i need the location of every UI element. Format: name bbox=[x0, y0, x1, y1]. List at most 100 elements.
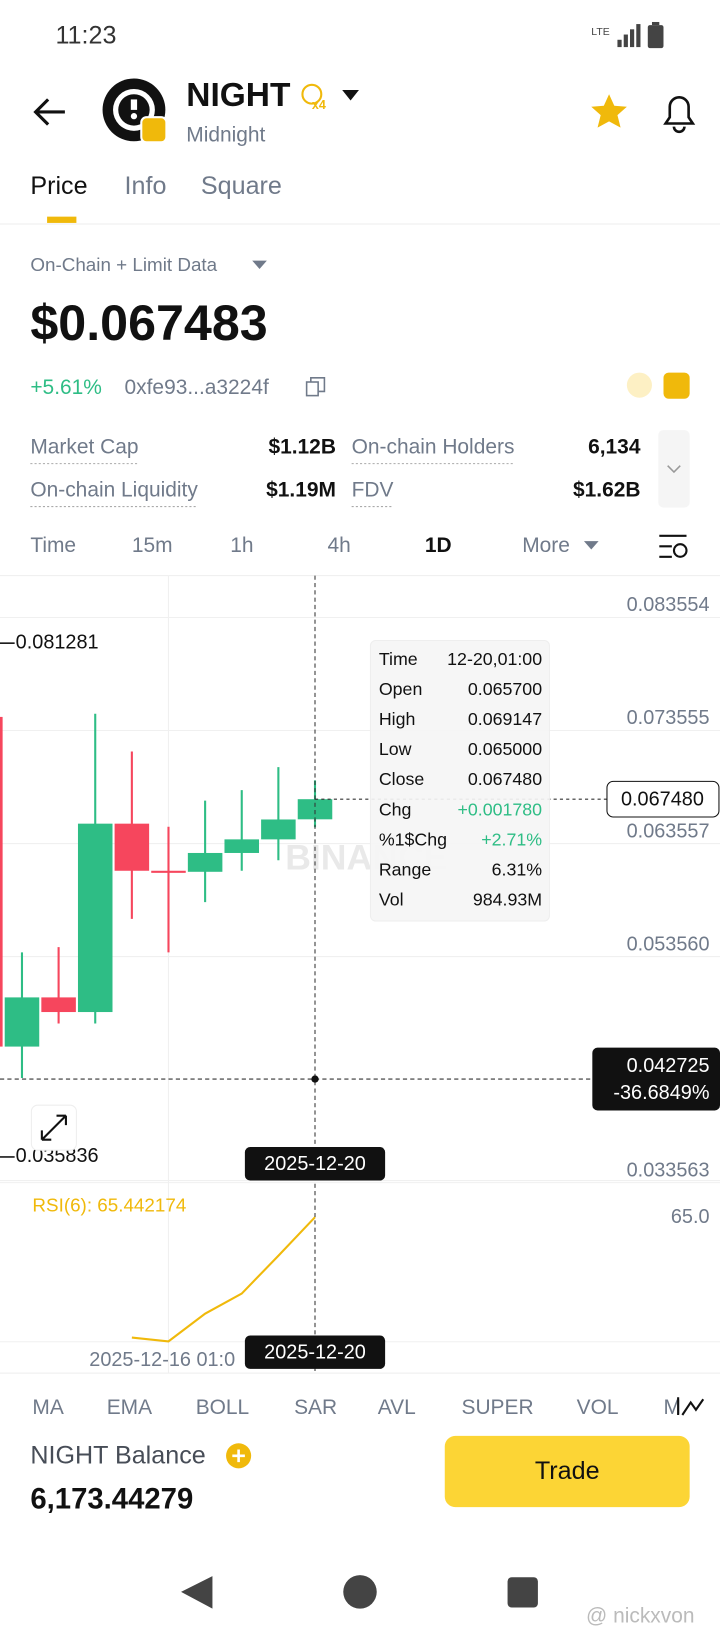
candle-body bbox=[224, 839, 260, 853]
clock: 11:23 bbox=[55, 21, 116, 49]
status-icons: LTE bbox=[591, 21, 664, 49]
tooltip-label: Time bbox=[379, 649, 418, 669]
rsi-line bbox=[131, 1216, 316, 1343]
candle-body bbox=[77, 823, 113, 1013]
stat-value: 6,134 bbox=[588, 435, 641, 458]
watermark: @ nickxvon bbox=[586, 1605, 694, 1628]
interval[interactable]: More bbox=[522, 534, 570, 557]
badge-icon bbox=[301, 83, 323, 105]
source-dropdown[interactable] bbox=[252, 260, 267, 269]
interval-bar: Time 15m 1h 4h 1D More bbox=[30, 534, 570, 557]
indicator[interactable]: SAR bbox=[294, 1396, 337, 1419]
tab[interactable]: Info bbox=[125, 172, 167, 200]
nav-back[interactable] bbox=[181, 1576, 213, 1609]
stats: Market Cap $1.12B On-chain Holders 6,134 On-… bbox=[30, 435, 641, 508]
tooltip-label: Close bbox=[379, 769, 425, 789]
trade-button[interactable] bbox=[444, 1435, 690, 1508]
tab[interactable]: Square bbox=[201, 172, 282, 200]
tooltip-label: Open bbox=[379, 679, 422, 699]
tooltip-value: 6.31% bbox=[492, 859, 543, 879]
y-tick-label: 0.073555 bbox=[627, 707, 710, 729]
tooltip-label: Vol bbox=[379, 889, 404, 909]
symbol-dropdown[interactable] bbox=[342, 90, 359, 101]
tooltip-value: 0.065000 bbox=[468, 739, 542, 759]
stats-expand[interactable] bbox=[658, 430, 690, 508]
favorite-star[interactable] bbox=[591, 94, 627, 128]
candle-body bbox=[187, 852, 223, 872]
symbol[interactable]: NIGHT bbox=[186, 77, 291, 114]
balance: 6,173.44279 bbox=[30, 1483, 193, 1516]
candle-body bbox=[261, 819, 296, 840]
tooltip-label: Range bbox=[379, 859, 432, 879]
tooltip-value: 12-20,01:00 bbox=[447, 649, 542, 669]
interval[interactable]: 4h bbox=[328, 534, 351, 557]
tooltip-value: 984.93M bbox=[473, 889, 542, 909]
candle-body bbox=[41, 997, 76, 1013]
indicator[interactable]: AVL bbox=[378, 1396, 416, 1419]
fullscreen-icon bbox=[40, 1114, 67, 1141]
indicator[interactable]: MA bbox=[32, 1396, 63, 1419]
y-tick-label: 0.053560 bbox=[627, 933, 710, 955]
indicator[interactable]: SUPER bbox=[462, 1396, 534, 1419]
data-source[interactable]: On-Chain + Limit Data bbox=[30, 254, 217, 275]
tab[interactable]: Price bbox=[30, 172, 87, 200]
chart-settings[interactable] bbox=[659, 534, 688, 558]
candle-body bbox=[297, 799, 333, 820]
chain-icon bbox=[626, 372, 652, 398]
crosshair-date: 2025-12-20 bbox=[264, 1153, 366, 1175]
svg-text:LTE: LTE bbox=[591, 27, 609, 38]
stat-label: On-chain Holders bbox=[352, 435, 515, 458]
interval[interactable]: 15m bbox=[132, 534, 173, 557]
crosshair-change: -36.6849% bbox=[613, 1082, 709, 1104]
tooltip-value: 0.069147 bbox=[468, 709, 542, 729]
interval[interactable]: 1h bbox=[230, 534, 253, 557]
stat-label: FDV bbox=[352, 478, 394, 501]
crosshair-dot bbox=[311, 1075, 319, 1083]
indicator[interactable]: M bbox=[663, 1396, 680, 1419]
tooltip bbox=[369, 639, 550, 922]
extreme-label: 0.035836 bbox=[16, 1145, 99, 1167]
tooltip-value: +2.71% bbox=[481, 829, 542, 849]
token-logo bbox=[102, 78, 168, 144]
candle-body bbox=[151, 870, 186, 873]
badge: x4 bbox=[312, 98, 326, 112]
interval[interactable]: 1D bbox=[425, 534, 452, 557]
extreme-label: 0.081281 bbox=[16, 631, 99, 653]
candle-body bbox=[114, 823, 150, 871]
candle-body bbox=[0, 716, 3, 1047]
plus-icon bbox=[232, 1449, 245, 1463]
tab-indicator bbox=[47, 216, 77, 223]
tooltip-label: High bbox=[379, 709, 416, 729]
candle-body bbox=[4, 997, 40, 1047]
indicator[interactable]: BOLL bbox=[196, 1396, 249, 1419]
indicator-settings[interactable] bbox=[677, 1397, 705, 1416]
crosshair-date: 2025-12-20 bbox=[264, 1341, 366, 1363]
price-change: +5.61% bbox=[30, 376, 102, 399]
nav-recents[interactable] bbox=[507, 1577, 538, 1608]
token-name: Midnight bbox=[186, 124, 265, 147]
nav-home[interactable] bbox=[343, 1575, 377, 1609]
tooltip-value: 0.067480 bbox=[468, 769, 542, 789]
tooltip-value: 0.065700 bbox=[468, 679, 542, 699]
crosshair-date-box bbox=[244, 1335, 386, 1369]
copy-button[interactable] bbox=[305, 377, 326, 397]
rsi-label: RSI(6): 65.442174 bbox=[32, 1195, 186, 1216]
contract-address: 0xfe93...a3224f bbox=[125, 376, 269, 399]
back-button[interactable] bbox=[33, 98, 65, 126]
crosshair-date-box bbox=[244, 1147, 386, 1181]
y-tick-label: 0.063557 bbox=[627, 820, 710, 842]
last-price-label: 0.067480 bbox=[621, 788, 704, 810]
x-tick-label: 2025-12-16 01:0 bbox=[89, 1349, 235, 1371]
interval[interactable]: Time bbox=[30, 534, 76, 557]
price: $0.067483 bbox=[30, 295, 267, 351]
more-dropdown[interactable] bbox=[583, 541, 599, 550]
tooltip-label: Low bbox=[379, 739, 412, 759]
rsi-tick-label: 65.0 bbox=[671, 1206, 710, 1228]
alert-bell[interactable] bbox=[663, 96, 696, 134]
chain-icon bbox=[663, 372, 690, 399]
tooltip-value: +0.001780 bbox=[458, 799, 543, 819]
indicator[interactable]: EMA bbox=[107, 1396, 152, 1419]
indicator[interactable]: VOL bbox=[577, 1396, 619, 1419]
